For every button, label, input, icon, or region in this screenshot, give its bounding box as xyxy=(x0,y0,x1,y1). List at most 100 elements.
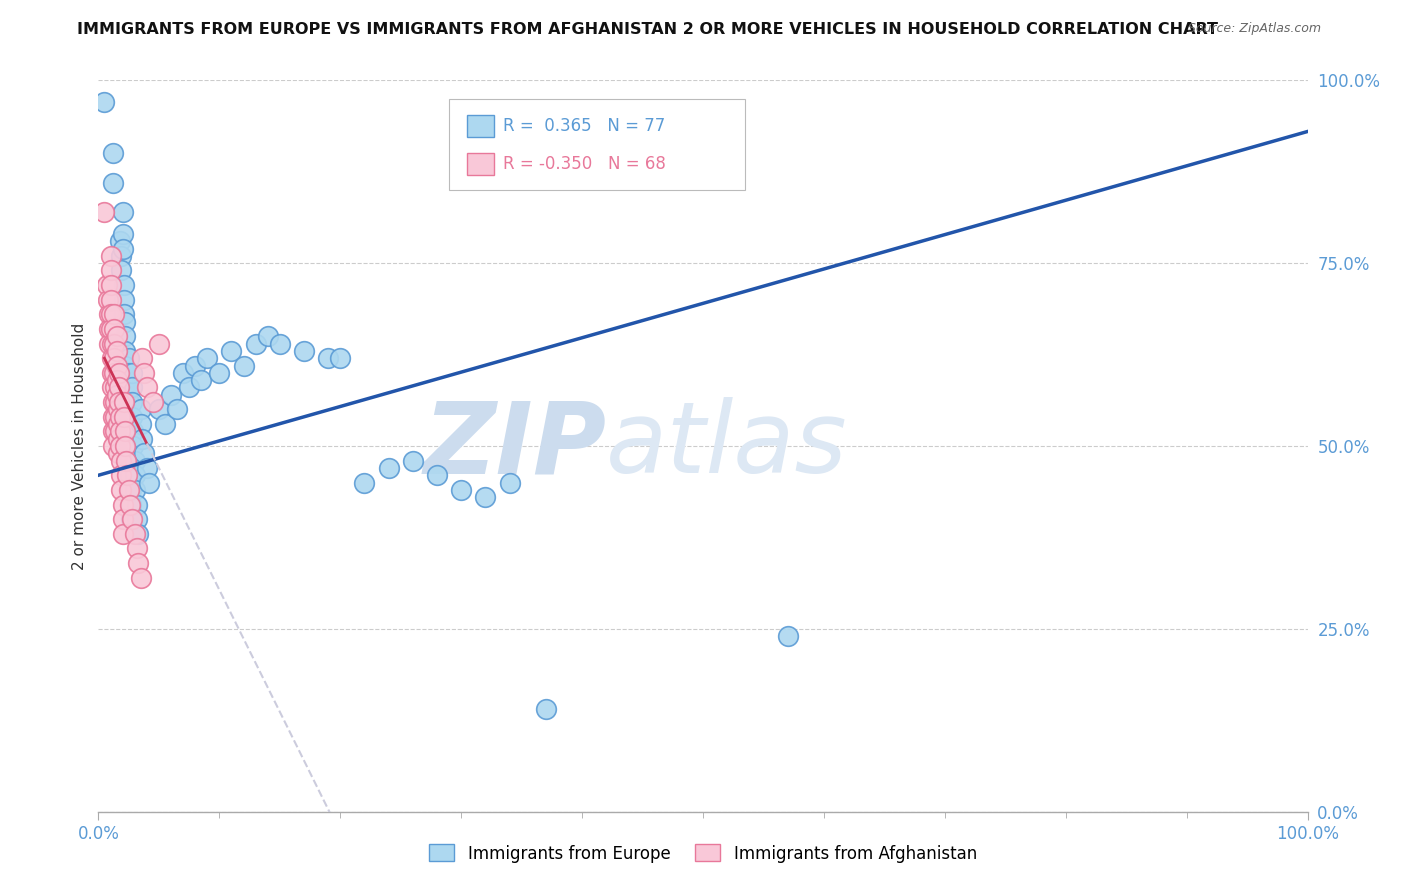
Point xyxy=(138,475,160,490)
Point xyxy=(245,336,267,351)
Point xyxy=(103,366,125,380)
Point xyxy=(135,380,157,394)
Point xyxy=(107,446,129,460)
Point xyxy=(103,351,125,366)
Point xyxy=(129,571,152,585)
Point xyxy=(120,512,142,526)
Point xyxy=(131,351,153,366)
Point xyxy=(110,249,132,263)
Text: atlas: atlas xyxy=(606,398,848,494)
Point xyxy=(148,402,170,417)
Point xyxy=(184,359,207,373)
Point xyxy=(114,315,136,329)
Point xyxy=(105,359,128,373)
Legend: Immigrants from Europe, Immigrants from Afghanistan: Immigrants from Europe, Immigrants from … xyxy=(422,838,984,869)
Point xyxy=(101,425,124,439)
Point xyxy=(134,446,156,460)
Point xyxy=(534,702,557,716)
Point xyxy=(127,541,149,556)
Point xyxy=(101,409,124,424)
Point xyxy=(316,351,339,366)
Point xyxy=(103,322,125,336)
Point xyxy=(100,307,122,321)
Point xyxy=(107,432,129,446)
Point xyxy=(110,468,132,483)
Point xyxy=(108,439,131,453)
Point xyxy=(134,366,156,380)
Point xyxy=(111,205,134,219)
Point xyxy=(129,417,152,431)
Point xyxy=(108,409,131,424)
Point xyxy=(121,380,143,394)
FancyBboxPatch shape xyxy=(449,99,745,190)
Point xyxy=(208,366,231,380)
Point xyxy=(124,468,146,483)
Point xyxy=(100,249,122,263)
Point xyxy=(96,278,118,293)
Point xyxy=(104,409,127,424)
Point xyxy=(112,395,135,409)
Point xyxy=(127,556,149,570)
Text: R =  0.365   N = 77: R = 0.365 N = 77 xyxy=(503,118,665,136)
Text: IMMIGRANTS FROM EUROPE VS IMMIGRANTS FROM AFGHANISTAN 2 OR MORE VEHICLES IN HOUS: IMMIGRANTS FROM EUROPE VS IMMIGRANTS FRO… xyxy=(77,22,1219,37)
Point xyxy=(114,439,136,453)
Point xyxy=(121,512,143,526)
Point xyxy=(101,176,124,190)
Point xyxy=(100,278,122,293)
Bar xyxy=(467,153,494,176)
Point xyxy=(93,95,115,110)
Point xyxy=(120,483,142,497)
Point xyxy=(121,366,143,380)
Point xyxy=(118,498,141,512)
Point xyxy=(98,336,121,351)
Point xyxy=(111,512,134,526)
Point xyxy=(118,409,141,424)
Point xyxy=(98,322,121,336)
Point xyxy=(153,417,176,431)
Point xyxy=(101,439,124,453)
Point xyxy=(105,343,128,358)
Point xyxy=(118,483,141,497)
Point xyxy=(117,468,139,483)
Point xyxy=(118,425,141,439)
Point xyxy=(195,351,218,366)
Point xyxy=(118,351,141,366)
Point xyxy=(117,417,139,431)
Point xyxy=(474,490,496,504)
Point xyxy=(108,380,131,394)
Point xyxy=(100,263,122,277)
Point xyxy=(108,395,131,409)
Point xyxy=(221,343,243,358)
Point xyxy=(115,373,138,387)
Point xyxy=(135,461,157,475)
Point xyxy=(114,425,136,439)
Text: Source: ZipAtlas.com: Source: ZipAtlas.com xyxy=(1188,22,1322,36)
Point xyxy=(118,468,141,483)
Point xyxy=(112,307,135,321)
Point xyxy=(269,336,291,351)
Point xyxy=(110,453,132,467)
Point xyxy=(104,380,127,394)
Point xyxy=(107,402,129,417)
Point xyxy=(124,483,146,497)
Point xyxy=(292,343,315,358)
Point xyxy=(111,242,134,256)
Point xyxy=(104,425,127,439)
Point xyxy=(104,395,127,409)
Point xyxy=(105,388,128,402)
Point xyxy=(402,453,425,467)
Point xyxy=(426,468,449,483)
Point xyxy=(108,425,131,439)
Point xyxy=(160,388,183,402)
Point xyxy=(166,402,188,417)
Point xyxy=(329,351,352,366)
Point xyxy=(103,307,125,321)
Point xyxy=(121,409,143,424)
Point xyxy=(112,293,135,307)
Point xyxy=(115,388,138,402)
Point xyxy=(100,366,122,380)
Text: ZIP: ZIP xyxy=(423,398,606,494)
Point xyxy=(114,329,136,343)
Point xyxy=(776,629,799,643)
Point xyxy=(112,409,135,424)
